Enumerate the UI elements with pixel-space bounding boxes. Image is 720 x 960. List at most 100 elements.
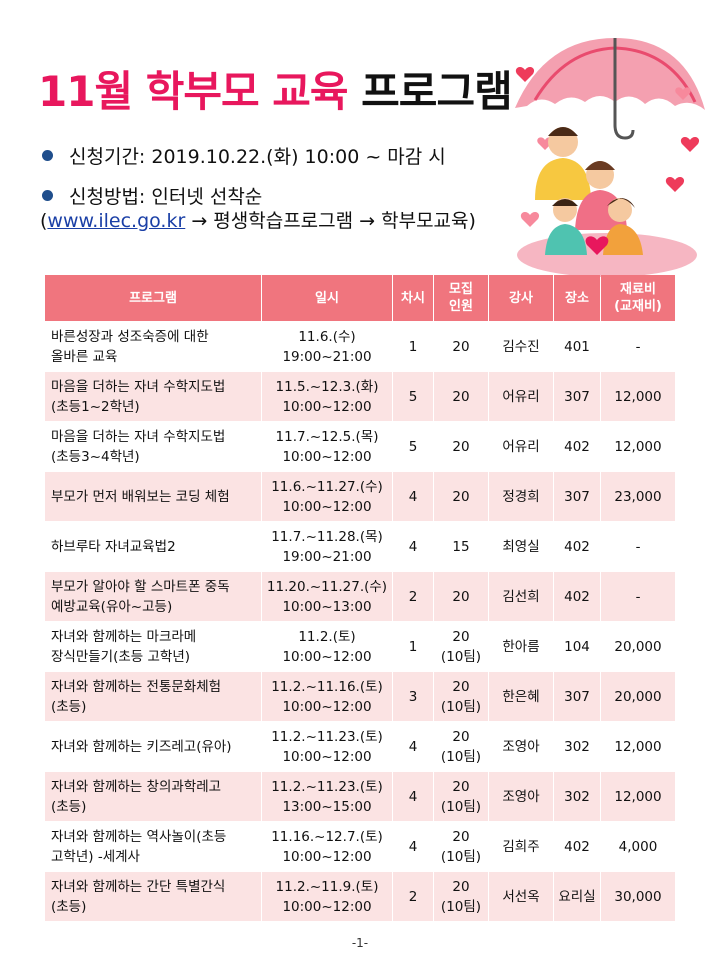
cell-room: 402: [554, 522, 600, 571]
date-line2: 10:00~12:00: [282, 448, 372, 465]
program-line1: 자녀와 함께하는 창의과학레고: [51, 778, 222, 795]
cell-fee: 20,000: [601, 622, 675, 671]
cell-instructor: 김희주: [489, 822, 553, 871]
date-line2: 10:00~12:00: [282, 498, 372, 515]
cell-capacity: 20 (10팀): [434, 722, 488, 771]
cell-instructor: 한아름: [489, 622, 553, 671]
cell-date: 11.5.~12.3.(화) 10:00~12:00: [262, 372, 392, 421]
cell-fee: 12,000: [601, 722, 675, 771]
capacity-line2: (10팀): [440, 798, 482, 815]
cell-sessions: 2: [393, 572, 433, 621]
cell-program: 마음을 더하는 자녀 수학지도법 (초등3~4학년): [45, 422, 261, 471]
capacity-line1: 20: [452, 828, 470, 845]
capacity-line2: (10팀): [440, 648, 482, 665]
header-instructor: 강사: [489, 275, 553, 321]
cell-date: 11.20.~11.27.(수) 10:00~13:00: [262, 572, 392, 621]
title-rest: 프로그램: [361, 67, 513, 116]
capacity-line1: 20: [452, 778, 470, 795]
table-body: 바른성장과 성조숙증에 대한 올바른 교육 11.6.(수) 19:00~21:00 1…: [45, 322, 675, 921]
program-line1: 자녀와 함께하는 역사놀이(초등: [51, 828, 227, 845]
cell-fee: 12,000: [601, 422, 675, 471]
cell-program: 자녀와 함께하는 간단 특별간식 (초등): [45, 872, 261, 921]
program-line1: 마음을 더하는 자녀 수학지도법: [51, 428, 226, 445]
cell-instructor: 어유리: [489, 422, 553, 471]
cell-fee: 23,000: [601, 472, 675, 521]
cell-date: 11.2.~11.16.(토) 10:00~12:00: [262, 672, 392, 721]
table-row: 부모가 알아야 할 스마트폰 중독 예방교육(유아~고등) 11.20.~11.27…: [45, 572, 675, 621]
cell-program: 자녀와 함께하는 역사놀이(초등 고학년) -세계사: [45, 822, 261, 871]
program-line1: 부모가 알아야 할 스마트폰 중독: [51, 578, 230, 595]
cell-date: 11.2.~11.23.(토) 13:00~15:00: [262, 772, 392, 821]
program-line2: (초등): [51, 698, 87, 715]
header-date: 일시: [262, 275, 392, 321]
cell-capacity: 20: [434, 322, 488, 371]
capacity-line1: 20: [452, 678, 470, 695]
date-line1: 11.2.~11.16.(토): [271, 678, 383, 695]
cell-program: 자녀와 함께하는 전통문화체험 (초등): [45, 672, 261, 721]
page-number: -1-: [351, 936, 369, 950]
cell-capacity: 20 (10팀): [434, 822, 488, 871]
table-row: 바른성장과 성조숙증에 대한 올바른 교육 11.6.(수) 19:00~21:00 1…: [45, 322, 675, 371]
program-line2: 예방교육(유아~고등): [51, 598, 173, 615]
page-title: 11월 학부모 교육 프로그램: [38, 58, 513, 119]
cell-room: 요리실: [554, 872, 600, 921]
program-line2: (초등): [51, 798, 87, 815]
header-fee: 재료비 (교재비): [601, 275, 675, 321]
cell-instructor: 정경희: [489, 472, 553, 521]
cell-sessions: 4: [393, 772, 433, 821]
table-row: 자녀와 함께하는 전통문화체험 (초등) 11.2.~11.16.(토) 10:00~…: [45, 672, 675, 721]
cell-sessions: 5: [393, 372, 433, 421]
cell-fee: -: [601, 572, 675, 621]
cell-sessions: 2: [393, 872, 433, 921]
title-highlight: 11월 학부모 교육: [38, 67, 349, 116]
program-line1: 자녀와 함께하는 전통문화체험: [51, 678, 222, 695]
date-line2: 13:00~15:00: [282, 798, 372, 815]
cell-date: 11.2.~11.9.(토) 10:00~12:00: [262, 872, 392, 921]
cell-room: 104: [554, 622, 600, 671]
cell-date: 11.2.(토) 10:00~12:00: [262, 622, 392, 671]
capacity-line1: 20: [452, 728, 470, 745]
website-link[interactable]: www.ilec.go.kr: [47, 210, 186, 232]
date-line1: 11.2.~11.23.(토): [271, 728, 383, 745]
capacity-line1: 15: [452, 538, 470, 555]
capacity-line1: 20: [452, 438, 470, 455]
cell-capacity: 20: [434, 422, 488, 471]
cell-fee: 4,000: [601, 822, 675, 871]
cell-instructor: 김선희: [489, 572, 553, 621]
path-text: → 평생학습프로그램 → 학부모교육): [185, 210, 476, 232]
capacity-line1: 20: [452, 488, 470, 505]
header-capacity-line2: 인원: [449, 299, 473, 314]
application-period: 신청기간: 2019.10.22.(화) 10:00 ~ 마감 시: [42, 142, 446, 169]
program-line1: 자녀와 함께하는 간단 특별간식: [51, 878, 226, 895]
program-line2: 장식만들기(초등 고학년): [51, 648, 191, 665]
capacity-line2: (10팀): [440, 698, 482, 715]
capacity-line1: 20: [452, 628, 470, 645]
cell-capacity: 20: [434, 472, 488, 521]
program-line1: 자녀와 함께하는 마크라메: [51, 628, 197, 645]
date-line2: 10:00~12:00: [282, 398, 372, 415]
bullet-dot-icon: [42, 150, 53, 161]
date-line2: 10:00~12:00: [282, 898, 372, 915]
cell-fee: 12,000: [601, 772, 675, 821]
cell-room: 402: [554, 572, 600, 621]
date-line2: 19:00~21:00: [282, 548, 372, 565]
cell-room: 302: [554, 722, 600, 771]
cell-sessions: 1: [393, 322, 433, 371]
program-line1: 자녀와 함께하는 키즈레고(유아): [51, 738, 232, 755]
cell-fee: 20,000: [601, 672, 675, 721]
cell-capacity: 20: [434, 572, 488, 621]
cell-sessions: 1: [393, 622, 433, 671]
date-line2: 10:00~12:00: [282, 748, 372, 765]
family-umbrella-illustration: [515, 38, 705, 277]
program-line1: 하브루타 자녀교육법2: [51, 538, 176, 555]
cell-instructor: 최영실: [489, 522, 553, 571]
cell-sessions: 5: [393, 422, 433, 471]
cell-date: 11.6.~11.27.(수) 10:00~12:00: [262, 472, 392, 521]
date-line1: 11.6.~11.27.(수): [271, 478, 383, 495]
capacity-line2: (10팀): [440, 898, 482, 915]
cell-sessions: 4: [393, 472, 433, 521]
cell-sessions: 4: [393, 822, 433, 871]
table-row: 자녀와 함께하는 간단 특별간식 (초등) 11.2.~11.9.(토) 10:00~…: [45, 872, 675, 921]
